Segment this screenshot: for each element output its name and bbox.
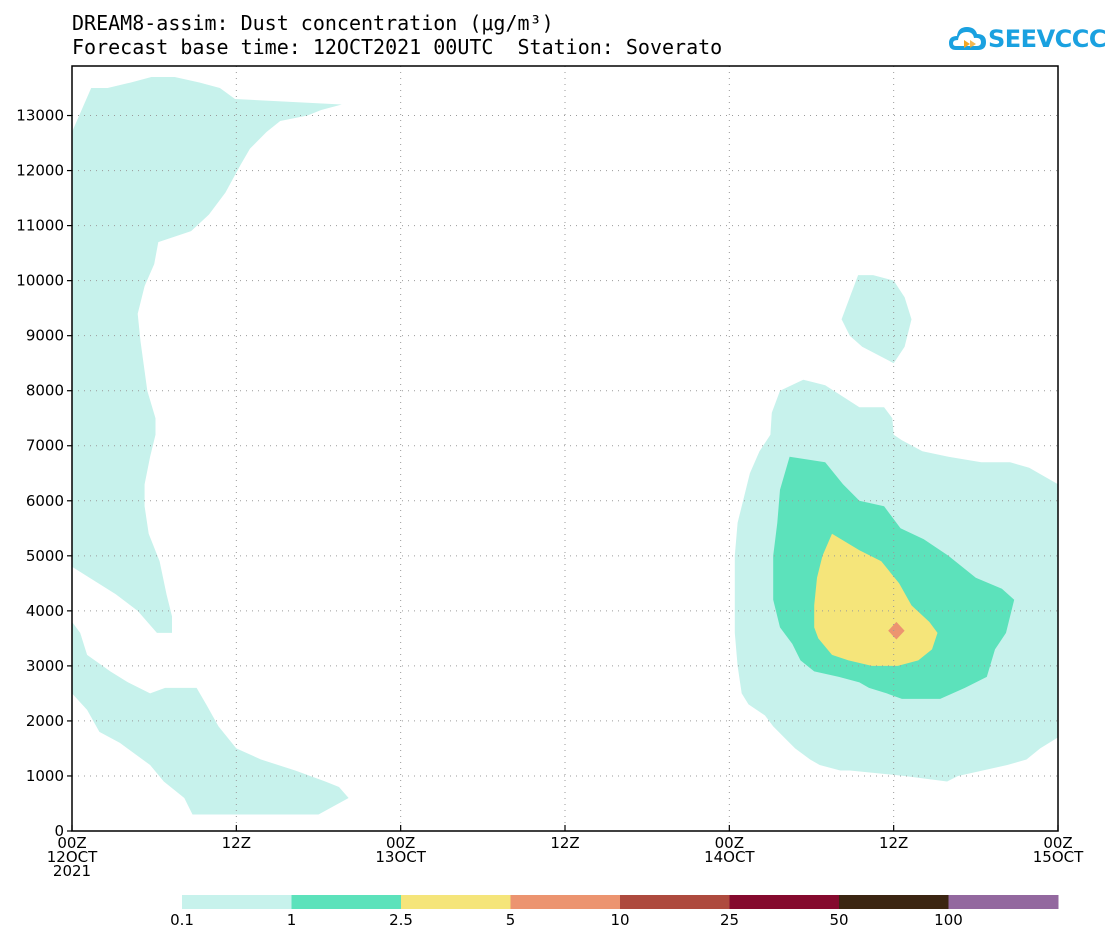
legend-swatch-4 — [620, 895, 730, 909]
x-tick-label: 12Z — [550, 834, 579, 852]
y-tick-label: 6000 — [26, 492, 64, 510]
legend-label: 100 — [934, 911, 963, 929]
x-tick-label: 2021 — [53, 862, 91, 880]
y-tick-label: 8000 — [26, 382, 64, 400]
contour-0.1-1-0 — [72, 77, 342, 633]
cloud-icon — [949, 27, 986, 50]
logo-text: SEEVCCC — [988, 25, 1107, 53]
y-tick-label: 11000 — [16, 217, 64, 235]
y-tick-label: 4000 — [26, 602, 64, 620]
x-tick-label: 12Z — [222, 834, 251, 852]
legend-swatch-6 — [839, 895, 949, 909]
color-legend: 0.1 1 2.5 5 10 25 50 100 — [170, 895, 1059, 929]
legend-label: 50 — [829, 911, 848, 929]
y-tick-label: 12000 — [16, 162, 64, 180]
legend-swatch-5 — [729, 895, 840, 909]
x-tick-label: 00Z — [57, 834, 86, 852]
x-tick-label: 14OCT — [704, 848, 755, 866]
legend-label: 25 — [720, 911, 739, 929]
x-tick-label: 12OCT — [47, 848, 98, 866]
x-tick-label: 13OCT — [375, 848, 426, 866]
legend-swatch-2 — [401, 895, 511, 909]
x-tick-label: 00Z — [386, 834, 415, 852]
contour-5-10-6 — [888, 621, 905, 640]
y-tick-label: 3000 — [26, 657, 64, 675]
contour-layer — [72, 77, 1058, 815]
y-tick-label: 13000 — [16, 107, 64, 125]
x-tick-label: 12Z — [879, 834, 908, 852]
legend-swatch-1 — [291, 895, 402, 909]
legend-label: 2.5 — [389, 911, 413, 929]
y-tick-label: 5000 — [26, 547, 64, 565]
y-tick-label: 2000 — [26, 712, 64, 730]
y-tick-label: 7000 — [26, 437, 64, 455]
legend-swatch-7 — [948, 895, 1059, 909]
legend-label: 5 — [506, 911, 516, 929]
grid-layer — [72, 66, 1058, 831]
y-tick-label: 0 — [54, 822, 64, 840]
x-tick-label: 15OCT — [1033, 848, 1084, 866]
legend-label: 1 — [287, 911, 297, 929]
legend-swatch-0 — [182, 895, 292, 909]
contour-0.1-1-2 — [841, 275, 912, 364]
x-tick-label: 00Z — [715, 834, 744, 852]
chart-subtitle: Forecast base time: 12OCT2021 00UTC Stat… — [72, 35, 723, 59]
contour-0.1-1-1 — [72, 621, 349, 815]
contour-2.5-5-5 — [814, 533, 938, 666]
legend-swatch-3 — [510, 895, 621, 909]
y-axis: 0 1000 2000 3000 4000 5000 6000 7000 8000 9000 100… — [16, 107, 72, 840]
legend-label: 0.1 — [170, 911, 194, 929]
y-tick-label: 9000 — [26, 327, 64, 345]
x-tick-label: 00Z — [1043, 834, 1072, 852]
y-tick-label: 1000 — [26, 767, 64, 785]
chart-title: DREAM8-assim: Dust concentration (μg/m³) — [72, 11, 554, 35]
legend-label: 10 — [610, 911, 629, 929]
y-tick-label: 10000 — [16, 272, 64, 290]
seevccc-logo: SEEVCCC — [948, 20, 1108, 60]
